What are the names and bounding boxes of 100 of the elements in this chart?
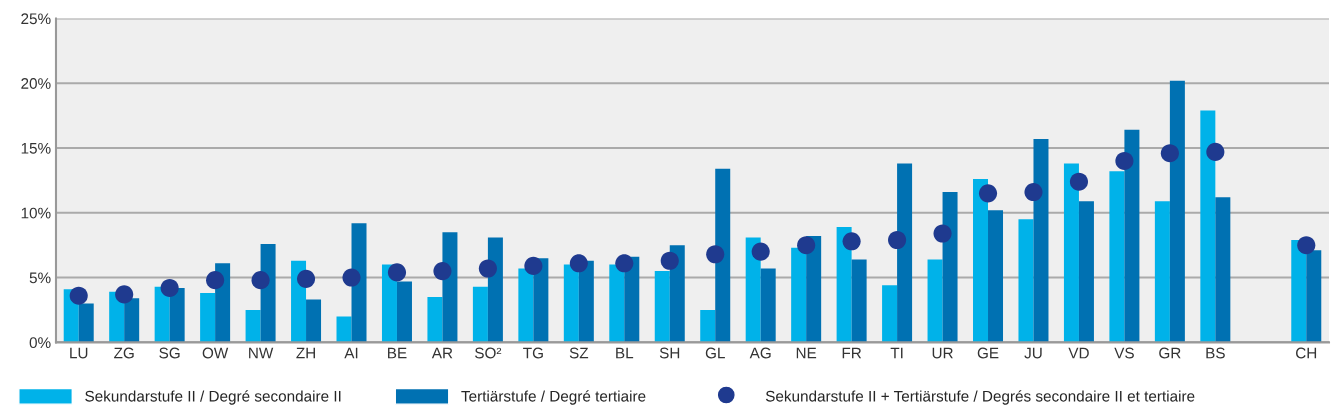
bar (518, 268, 534, 343)
x-tick-label: CH (1296, 347, 1317, 359)
x-tick-label: ZG (114, 347, 134, 359)
x-tick-label: GR (1159, 347, 1181, 359)
bar (988, 210, 1004, 343)
point (751, 242, 770, 261)
y-tick-label: 25% (21, 13, 51, 25)
point (660, 251, 679, 270)
point (888, 230, 907, 250)
x-tick-label: UR (932, 347, 953, 359)
bar (1169, 80, 1185, 343)
bar (200, 293, 216, 343)
bar (169, 287, 185, 343)
bar (760, 268, 776, 343)
point (251, 271, 270, 290)
x-tick-label: NE (796, 347, 817, 359)
point (978, 184, 998, 203)
x-tick-label: NW (249, 347, 274, 359)
x-tick-label: OW (202, 347, 229, 359)
point (206, 271, 225, 290)
bar (1124, 129, 1140, 343)
bar (306, 299, 322, 343)
x-tick-label: GE (977, 347, 999, 359)
bar (245, 309, 261, 343)
point (433, 262, 452, 281)
bar (669, 245, 685, 343)
bar (563, 264, 579, 343)
bar (836, 227, 852, 343)
y-tick-label: 5% (29, 272, 51, 284)
y-tick-label: 10% (21, 207, 51, 219)
bar (1063, 163, 1079, 343)
x-tick-label: LU (70, 347, 88, 359)
bar (851, 259, 867, 343)
bar (1154, 201, 1170, 343)
bar (973, 179, 989, 343)
x-tick-label: VD (1068, 347, 1089, 359)
bar (427, 297, 443, 343)
x-tick-label: SG (159, 347, 180, 359)
y-tick-label: 20% (21, 78, 51, 89)
point (797, 236, 816, 255)
x-tick-label: AG (749, 347, 771, 359)
x-tick-label: BE (388, 347, 407, 359)
bar (1109, 171, 1125, 343)
x-tick-label: AR (431, 347, 453, 359)
bar (124, 298, 140, 343)
x-tick-label: JU (1024, 347, 1042, 359)
bar (578, 260, 594, 343)
bar (1215, 197, 1231, 343)
point (1297, 236, 1316, 255)
point (1024, 183, 1043, 202)
bar (442, 232, 458, 343)
x-tick-label: SO² (475, 347, 502, 359)
x-tick-label: BS (1206, 347, 1225, 359)
x-tick-label: FR (842, 347, 862, 359)
point (478, 259, 497, 278)
bar (882, 285, 898, 343)
y-tick-label: 15% (21, 142, 51, 154)
x-tick-label: TI (890, 347, 903, 359)
point (524, 256, 543, 275)
point (1160, 144, 1179, 163)
bar (1033, 138, 1049, 343)
bar (472, 286, 488, 343)
point (569, 254, 588, 273)
legend-label: Tertiärstufe / Degré tertiaire (461, 390, 646, 405)
bar (351, 223, 367, 343)
point (706, 245, 725, 264)
bar (1018, 219, 1034, 343)
point (69, 286, 88, 305)
x-tick-label: TG (523, 347, 543, 359)
point (1206, 142, 1225, 161)
bar (1306, 250, 1322, 343)
x-tick-label: SH (659, 347, 680, 359)
bar (260, 243, 276, 343)
bar (78, 303, 94, 343)
bar (700, 309, 716, 343)
bar (791, 247, 807, 343)
point (387, 263, 407, 282)
point (1069, 172, 1088, 191)
point (615, 254, 634, 273)
point (296, 269, 316, 288)
bar (745, 237, 761, 343)
bar (806, 236, 822, 343)
bar (942, 192, 958, 343)
x-tick-label: SZ (569, 347, 589, 359)
point (115, 285, 134, 304)
point (1115, 151, 1134, 171)
x-tick-label: AI (344, 347, 358, 359)
point (342, 268, 361, 287)
bar (1291, 240, 1307, 343)
bar (897, 163, 913, 343)
bar (487, 237, 503, 343)
x-tick-label: BL (616, 347, 634, 359)
bar (927, 259, 943, 343)
y-tick-label: 0% (29, 337, 51, 349)
legend-label: Sekundarstufe II + Tertiärstufe / Degrés secondaire II et tertiaire (765, 390, 1195, 405)
point (933, 224, 952, 243)
bar (609, 264, 625, 343)
bar (654, 271, 670, 343)
bar (336, 316, 352, 343)
bar (715, 168, 731, 343)
